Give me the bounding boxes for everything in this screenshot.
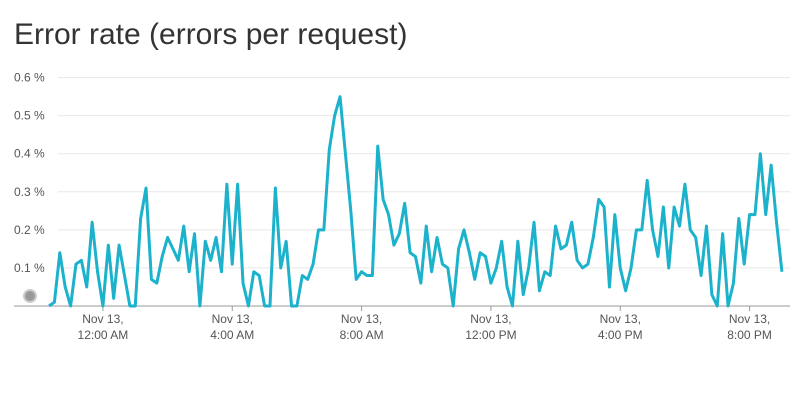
y-tick-label: 0.2 % <box>14 223 45 237</box>
line <box>48 95 784 308</box>
x-tick-label: Nov 13, 4:00 PM <box>597 312 643 342</box>
x-tick-label: Nov 13, 12:00 AM <box>77 312 129 342</box>
y-tick-label: 0.3 % <box>14 185 45 199</box>
y-tick-label: 0.6 % <box>14 71 45 85</box>
x-tick-label: Nov 13, 8:00 AM <box>339 312 384 342</box>
y-tick-label: 0.1 % <box>14 261 45 275</box>
x-tick-label: Nov 13, 12:00 PM <box>465 312 517 342</box>
x-tick-label: Nov 13, 8:00 PM <box>727 312 772 342</box>
chart-title: Error rate (errors per request) <box>14 18 408 51</box>
x-tick-label: Nov 13, 4:00 AM <box>210 312 255 342</box>
y-tick-label: 0.5 % <box>14 109 45 123</box>
range-handle <box>23 289 37 303</box>
y-tick-label: 0.4 % <box>14 147 45 161</box>
